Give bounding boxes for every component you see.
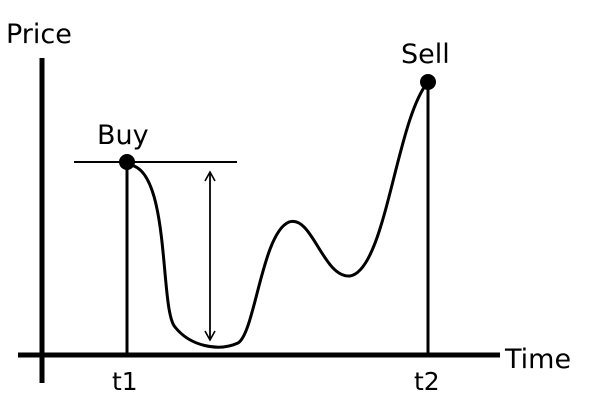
y-axis-label: Price bbox=[6, 19, 72, 50]
x-axis-label: Time bbox=[504, 344, 571, 375]
sell-point-icon bbox=[420, 74, 436, 90]
price-curve bbox=[132, 80, 430, 349]
t2-label: t2 bbox=[414, 367, 440, 396]
sell-label: Sell bbox=[401, 39, 450, 70]
buy-point-icon bbox=[119, 154, 135, 170]
buy-label: Buy bbox=[97, 120, 149, 151]
t1-label: t1 bbox=[112, 367, 138, 396]
